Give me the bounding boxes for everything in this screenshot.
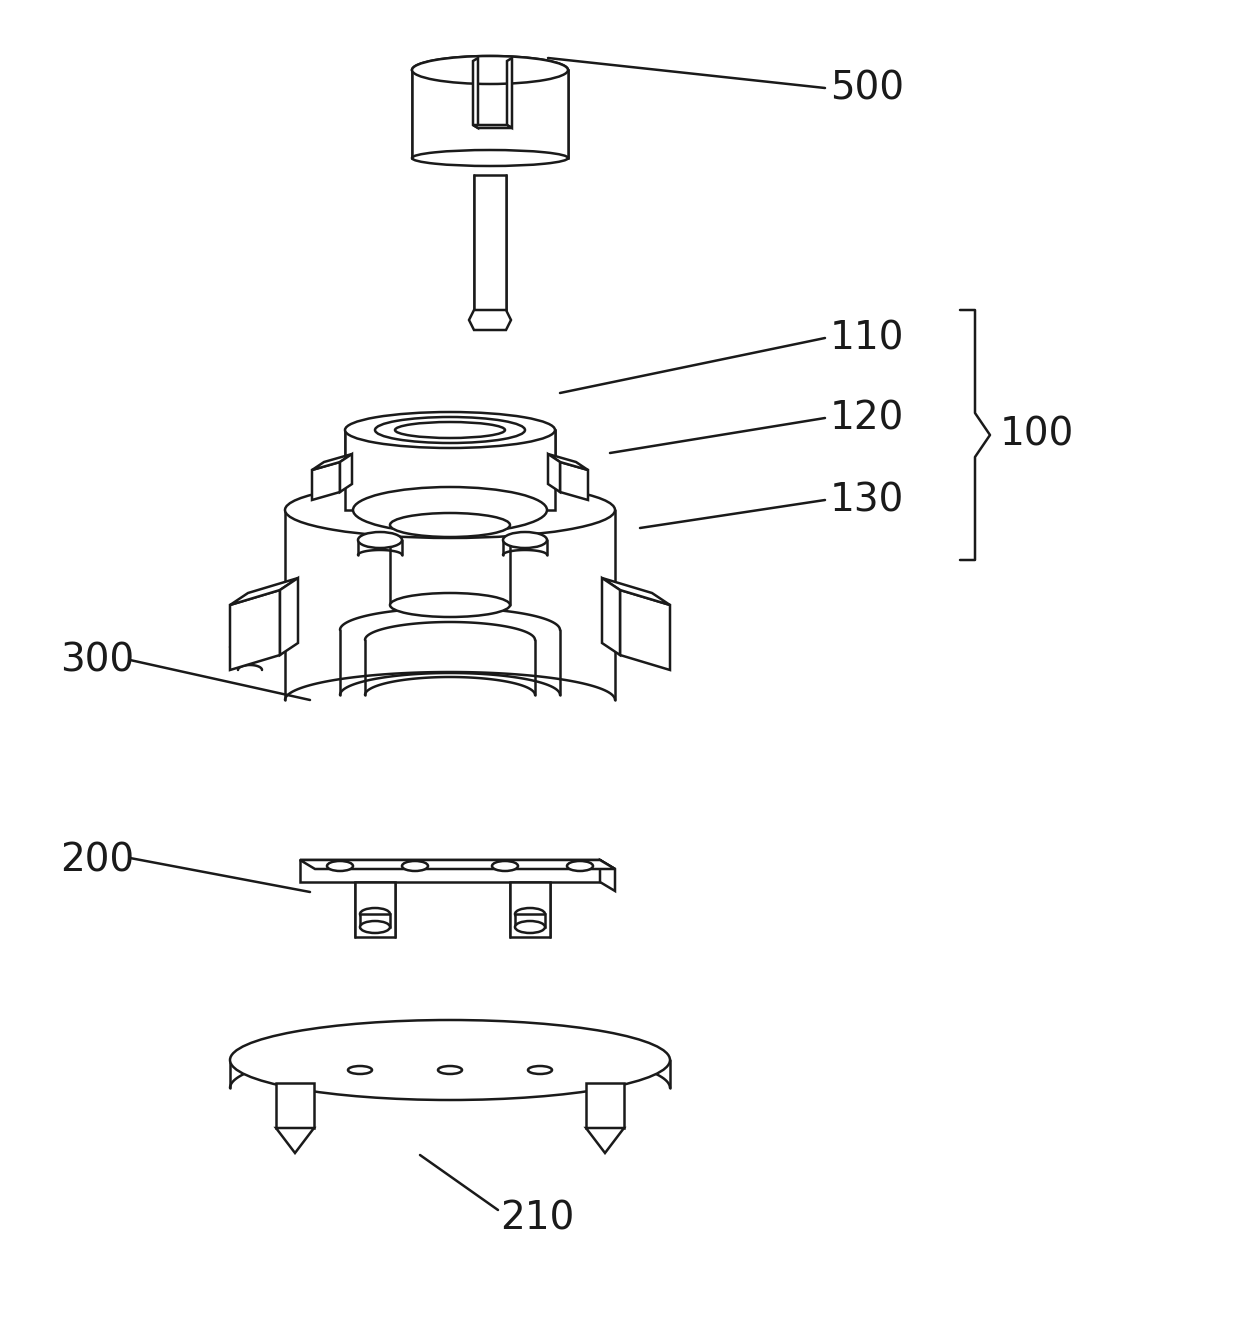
Text: 120: 120 — [830, 399, 904, 437]
Ellipse shape — [396, 422, 505, 438]
Ellipse shape — [438, 1066, 463, 1074]
Ellipse shape — [327, 861, 353, 871]
Polygon shape — [229, 579, 298, 605]
Polygon shape — [412, 70, 568, 158]
Ellipse shape — [348, 1066, 372, 1074]
Polygon shape — [229, 591, 280, 670]
Ellipse shape — [360, 922, 391, 933]
Polygon shape — [340, 454, 352, 493]
Ellipse shape — [515, 922, 546, 933]
Ellipse shape — [360, 908, 391, 920]
Polygon shape — [472, 58, 477, 128]
Ellipse shape — [358, 532, 402, 548]
Ellipse shape — [391, 512, 510, 538]
Ellipse shape — [412, 150, 568, 166]
Ellipse shape — [528, 1066, 552, 1074]
Polygon shape — [507, 58, 512, 128]
Polygon shape — [312, 454, 352, 470]
Ellipse shape — [229, 1019, 670, 1100]
Ellipse shape — [285, 482, 615, 538]
Polygon shape — [548, 454, 560, 493]
Text: 130: 130 — [830, 481, 904, 519]
Polygon shape — [300, 861, 615, 869]
Polygon shape — [560, 462, 588, 500]
Ellipse shape — [503, 532, 547, 548]
Text: 200: 200 — [60, 841, 134, 879]
Text: 100: 100 — [999, 416, 1074, 454]
Ellipse shape — [515, 908, 546, 920]
Polygon shape — [620, 591, 670, 670]
Polygon shape — [472, 124, 512, 128]
Polygon shape — [600, 861, 615, 891]
Text: 500: 500 — [830, 69, 904, 107]
Polygon shape — [474, 175, 506, 310]
Ellipse shape — [492, 861, 518, 871]
Text: 210: 210 — [500, 1200, 574, 1237]
Polygon shape — [515, 914, 546, 927]
Polygon shape — [548, 454, 588, 470]
Ellipse shape — [374, 417, 525, 444]
Ellipse shape — [567, 861, 593, 871]
Text: 300: 300 — [60, 641, 134, 679]
Polygon shape — [587, 1083, 624, 1128]
Polygon shape — [277, 1083, 314, 1128]
Ellipse shape — [391, 593, 510, 617]
Polygon shape — [601, 579, 620, 655]
Ellipse shape — [353, 487, 547, 534]
Ellipse shape — [402, 861, 428, 871]
Polygon shape — [345, 430, 556, 510]
Text: 110: 110 — [830, 319, 904, 357]
Polygon shape — [277, 1128, 314, 1153]
Polygon shape — [300, 861, 600, 882]
Polygon shape — [601, 579, 670, 605]
Polygon shape — [355, 882, 396, 937]
Polygon shape — [510, 882, 551, 937]
Polygon shape — [469, 310, 511, 330]
Polygon shape — [312, 462, 340, 500]
Ellipse shape — [345, 412, 556, 448]
Polygon shape — [587, 1128, 624, 1153]
Polygon shape — [300, 861, 615, 869]
Ellipse shape — [412, 56, 568, 83]
Polygon shape — [280, 579, 298, 655]
Polygon shape — [360, 914, 391, 927]
